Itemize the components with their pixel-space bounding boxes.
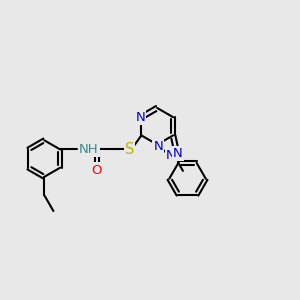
Text: N: N (154, 140, 163, 153)
Text: N: N (173, 147, 183, 160)
Text: S: S (125, 142, 134, 157)
Text: O: O (92, 164, 102, 176)
Text: N: N (135, 111, 145, 124)
Text: N: N (166, 149, 176, 162)
Text: NH: NH (79, 143, 98, 156)
